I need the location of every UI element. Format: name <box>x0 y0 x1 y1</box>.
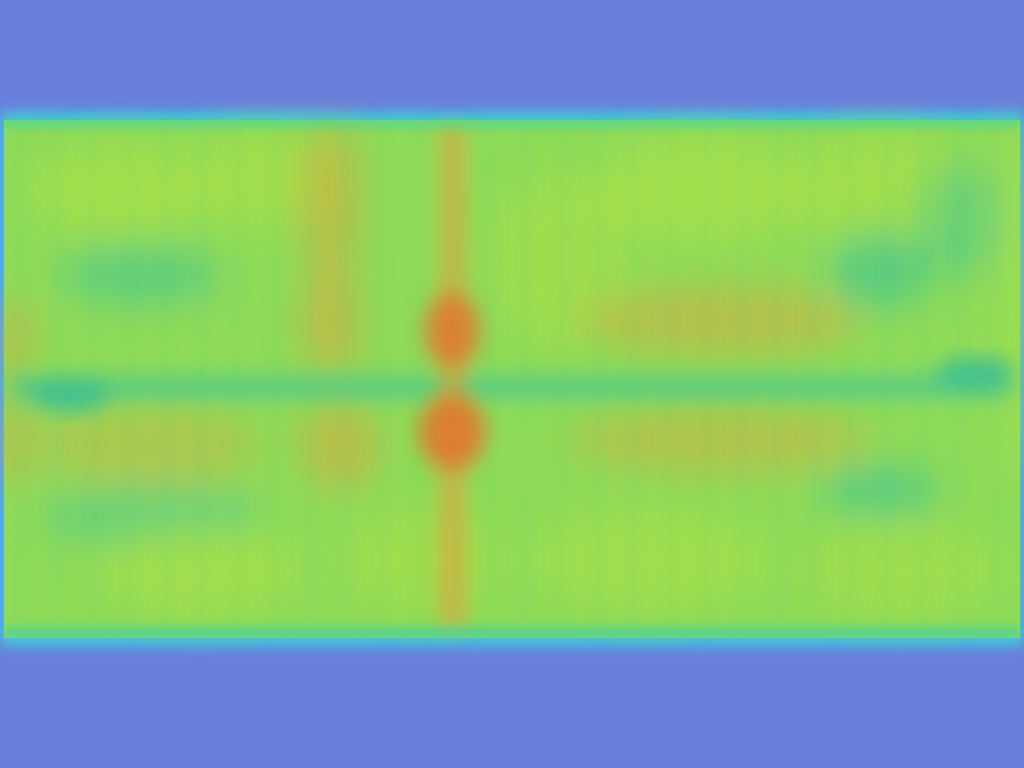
field-top-edge <box>4 118 1020 126</box>
heat-blob <box>830 230 930 310</box>
heat-blob <box>190 130 330 230</box>
cool-band-left-node <box>30 376 110 412</box>
field-bottom-edge <box>4 628 1020 638</box>
hot-spot-upper <box>424 292 480 368</box>
heat-blob <box>300 400 380 490</box>
hot-spot-lower <box>418 394 486 470</box>
cool-band-right-node <box>935 357 1015 389</box>
heat-blob <box>580 285 860 355</box>
heat-blob <box>1 395 29 485</box>
heat-blob <box>60 245 220 305</box>
heat-blob <box>590 135 810 245</box>
heat-blob <box>1 295 29 385</box>
cool-horizontal-band <box>10 376 1010 398</box>
hot-vertical-band <box>440 128 464 628</box>
heat-blob <box>1002 120 1022 480</box>
